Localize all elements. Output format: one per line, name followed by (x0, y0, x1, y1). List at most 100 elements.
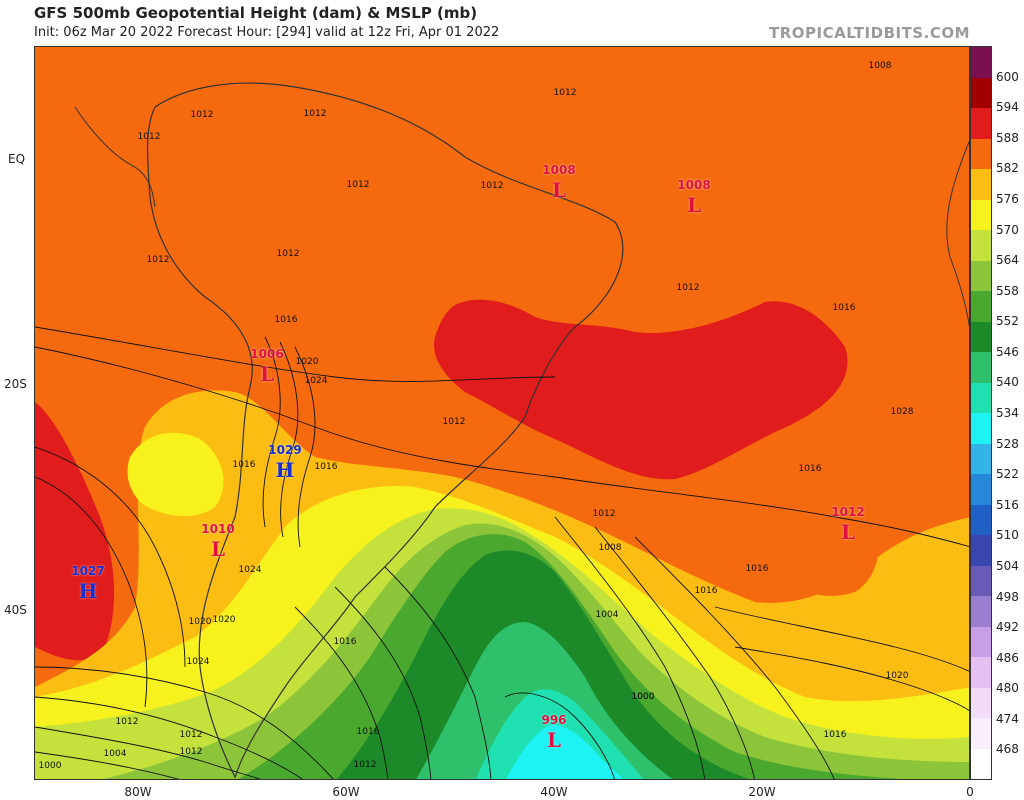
colorbar-swatch (971, 260, 991, 291)
colorbar-label: 522 (996, 467, 1019, 482)
pressure-center-value: 1029 (268, 443, 302, 457)
colorbar-label: 498 (996, 589, 1019, 604)
isobar-label: 1000 (38, 761, 62, 771)
pressure-center-value: 1008 (677, 178, 711, 192)
isobar-label: 1012 (442, 417, 466, 427)
isobar-label: 1016 (232, 460, 256, 470)
colorbar-swatch (971, 565, 991, 596)
isobar-label: 1024 (186, 657, 210, 667)
colorbar-swatch (971, 687, 991, 718)
colorbar-swatch (971, 321, 991, 352)
colorbar-label: 540 (996, 375, 1019, 390)
high-pressure-marker: H (275, 458, 295, 482)
isobar-label: 1028 (890, 407, 914, 417)
isobar-label: 1012 (276, 249, 300, 259)
colorbar-label: 504 (996, 558, 1019, 573)
colorbar-label: 576 (996, 191, 1019, 206)
isobar-label: 1016 (832, 303, 856, 313)
low-pressure-marker: L (840, 520, 856, 544)
isobar-label: 1012 (346, 180, 370, 190)
lat-label-40s: 40S (4, 603, 27, 617)
colorbar-label: 480 (996, 681, 1019, 696)
field-576-pacific-core (127, 432, 224, 517)
colorbar-label: 474 (996, 711, 1019, 726)
colorbar-label: 528 (996, 436, 1019, 451)
colorbar-label: 600 (996, 69, 1019, 84)
isobar-label: 1016 (694, 586, 718, 596)
isobar-label: 1020 (295, 357, 319, 367)
colorbar-swatch (971, 291, 991, 322)
field-594-brazil (434, 299, 848, 480)
isobar-label: 1020 (212, 615, 236, 625)
colorbar-swatch (971, 657, 991, 688)
south-america-outline (146, 82, 624, 779)
colorbar-label: 558 (996, 283, 1019, 298)
high-pressure-marker: H (78, 579, 98, 603)
lon-label-20w: 20W (748, 785, 776, 799)
colorbar-swatch (971, 504, 991, 535)
colorbar-label: 516 (996, 497, 1019, 512)
colorbar-label: 486 (996, 650, 1019, 665)
low-pressure-marker: L (546, 728, 562, 752)
isobar-label: 1016 (823, 730, 847, 740)
isobar-label: 1012 (480, 181, 504, 191)
colorbar-label: 552 (996, 314, 1019, 329)
isobar-label: 1012 (115, 717, 139, 727)
isobar-label: 1020 (885, 671, 909, 681)
isobar-label: 1012 (179, 747, 203, 757)
colorbar-label: 510 (996, 528, 1019, 543)
central-america-outline (74, 106, 156, 208)
isobar-label: 1012 (592, 509, 616, 519)
colorbar-swatch (971, 535, 991, 566)
colorbar-swatch (971, 352, 991, 383)
isobar-label: 1012 (303, 109, 327, 119)
isobar-label: 1008 (598, 543, 622, 553)
colorbar-swatch (971, 443, 991, 474)
lon-label-40w: 40W (540, 785, 568, 799)
isobar-label: 1016 (356, 727, 380, 737)
height-colorbar (970, 46, 992, 780)
isobar-label: 1016 (333, 637, 357, 647)
field-594-pacific (35, 402, 115, 661)
isobars (35, 326, 969, 779)
colorbar-label: 468 (996, 742, 1019, 757)
colorbar-label: 564 (996, 253, 1019, 268)
colorbar-swatch (971, 138, 991, 169)
colorbar-swatch (971, 413, 991, 444)
isobar-label: 1016 (798, 464, 822, 474)
pressure-center-value: 1012 (831, 505, 865, 519)
lon-label-0: 0 (966, 785, 974, 799)
isobar-label: 1020 (188, 617, 212, 627)
colorbar-swatch (971, 626, 991, 657)
africa-outline (946, 140, 969, 328)
weather-map[interactable] (34, 46, 970, 780)
colorbar-swatch (971, 230, 991, 261)
field-588-atlantic (769, 484, 879, 596)
low-pressure-marker: L (686, 193, 702, 217)
colorbar-label: 546 (996, 344, 1019, 359)
colorbar-swatch (971, 77, 991, 108)
colorbar-label: 588 (996, 130, 1019, 145)
isobar-label: 1016 (314, 462, 338, 472)
colorbar-label: 594 (996, 100, 1019, 115)
lat-label-20s: 20S (4, 377, 27, 391)
colorbar-swatch (971, 596, 991, 627)
isobar-label: 1000 (631, 692, 655, 702)
colorbar-swatch (971, 47, 991, 78)
colorbar-label: 492 (996, 620, 1019, 635)
isobar-label: 1004 (103, 749, 127, 759)
pressure-center-value: 1008 (542, 163, 576, 177)
colorbar-swatch (971, 718, 991, 749)
isobar-label: 1016 (274, 315, 298, 325)
colorbar-swatch (971, 169, 991, 200)
lat-label-eq: EQ (8, 152, 26, 166)
pressure-center-value: 1006 (250, 347, 284, 361)
colorbar-swatch (971, 474, 991, 505)
colorbar-swatch (971, 199, 991, 230)
isobar-label: 1016 (745, 564, 769, 574)
pressure-center-value: 1010 (201, 522, 235, 536)
colorbar-label: 534 (996, 406, 1019, 420)
low-pressure-marker: L (551, 178, 567, 202)
colorbar-swatch (971, 748, 991, 779)
isobar-label: 1024 (304, 376, 328, 386)
